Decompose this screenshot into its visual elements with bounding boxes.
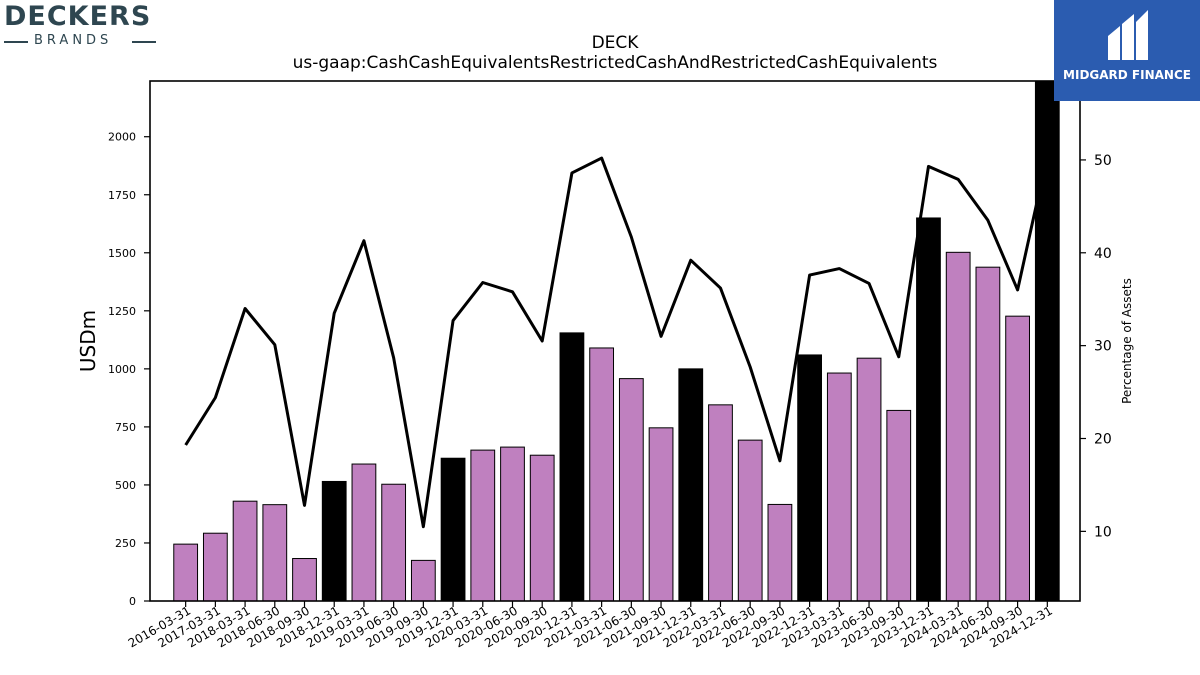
y-tick-label: 1750 xyxy=(108,189,136,202)
y2-tick-label: 30 xyxy=(1094,339,1112,355)
bar-2020-03-31 xyxy=(470,449,496,602)
percentage-line xyxy=(184,154,1049,529)
bar-2021-09-30 xyxy=(648,427,674,602)
bar-2022-12-31 xyxy=(797,354,822,602)
bar-2020-06-30 xyxy=(500,446,525,602)
bar-2021-06-30 xyxy=(618,378,644,602)
bar-2018-06-30 xyxy=(262,504,288,602)
midgard-m-icon xyxy=(1108,10,1148,60)
bar-2017-03-31 xyxy=(202,532,228,602)
midgard-finance-logo: MIDGARD FINANCE xyxy=(1054,0,1200,101)
bar-2016-03-31 xyxy=(173,543,199,602)
y-tick-label: 1500 xyxy=(108,247,136,260)
y-tick-label: 500 xyxy=(115,479,136,492)
y-tick-label: 1000 xyxy=(108,363,136,376)
bar-2020-12-31 xyxy=(559,332,585,602)
bar-2024-09-30 xyxy=(1005,315,1030,602)
bar-2023-09-30 xyxy=(886,409,912,602)
bar-2018-09-30 xyxy=(292,558,317,602)
plot-frame xyxy=(149,80,1081,602)
bar-2019-09-30 xyxy=(410,559,436,602)
chart-subtitle: us-gaap:CashCashEquivalentsRestrictedCas… xyxy=(293,53,938,73)
y-tick-label: 250 xyxy=(115,537,136,550)
y2-tick-label: 10 xyxy=(1094,524,1112,540)
deckers-logo-word: DECKERS xyxy=(4,1,152,32)
y-tick-label: 2000 xyxy=(108,131,136,144)
bar-2022-03-31 xyxy=(708,404,733,602)
bar-2020-09-30 xyxy=(529,454,555,602)
bar-2022-06-30 xyxy=(737,439,763,602)
bar-2023-12-31 xyxy=(916,217,941,602)
bar-2019-03-31 xyxy=(351,463,377,602)
chart-title: DECK xyxy=(592,33,640,53)
y-tick-label: 750 xyxy=(115,421,136,434)
bar-2024-06-30 xyxy=(975,266,1001,602)
deckers-logo-sub: BRANDS xyxy=(34,33,113,48)
logo-rule-left xyxy=(4,41,28,43)
midgard-logo-word: MIDGARD FINANCE xyxy=(1063,68,1191,82)
y-tick-label: 1250 xyxy=(108,305,136,318)
bar-2019-06-30 xyxy=(381,483,407,602)
bar-2022-09-30 xyxy=(767,503,793,602)
bar-2023-03-31 xyxy=(826,372,852,602)
bar-2024-03-31 xyxy=(945,251,971,602)
bar-2023-06-30 xyxy=(856,357,882,602)
deckers-brands-logo: DECKERS BRANDS xyxy=(4,2,160,52)
bar-2021-03-31 xyxy=(589,347,615,602)
y2-tick-label: 40 xyxy=(1094,246,1112,262)
y2-axis-label: Percentage of Assets xyxy=(1120,278,1134,404)
bar-2019-12-31 xyxy=(440,457,466,602)
logo-rule-right xyxy=(132,41,156,43)
y-axis-label: USDm xyxy=(76,310,100,372)
y2-tick-label: 20 xyxy=(1094,432,1112,448)
bar-2018-12-31 xyxy=(321,480,347,602)
bar-2021-12-31 xyxy=(678,368,704,602)
y-tick-label: 0 xyxy=(129,595,136,608)
y2-tick-label: 50 xyxy=(1094,153,1112,169)
bar-2018-03-31 xyxy=(232,500,258,602)
